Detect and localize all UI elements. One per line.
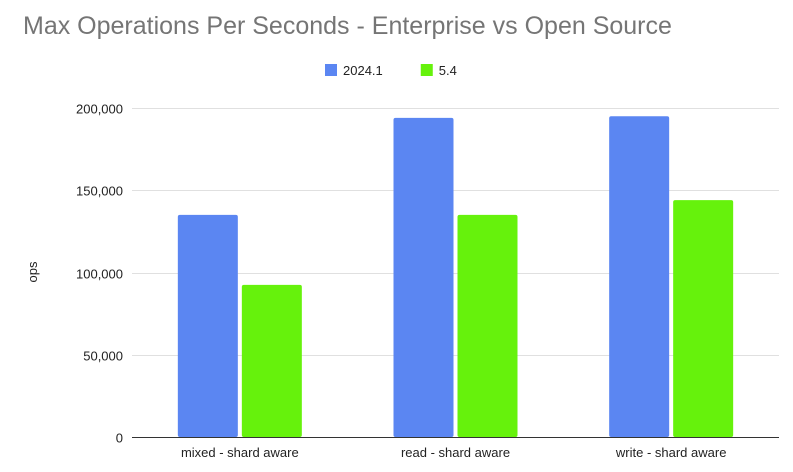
legend: 2024.1 5.4 <box>325 63 457 78</box>
legend-swatch <box>420 64 433 76</box>
x-tick-label: mixed - shard aware <box>181 445 299 460</box>
bars <box>177 116 734 438</box>
y-tick-label: 100,000 <box>76 267 123 282</box>
legend-label: 2024.1 <box>343 63 383 78</box>
bar-2024-1-2 <box>393 117 454 438</box>
axes: 0 50,000 100,000 150,000 200,000 mixed - shar… <box>76 102 779 460</box>
chart-title: Max Operations Per Seconds - Enterprise … <box>23 12 672 40</box>
y-tick-label: 0 <box>116 431 123 446</box>
y-tick-label: 50,000 <box>83 349 123 364</box>
x-tick-label: read - shard aware <box>401 445 510 460</box>
legend-swatch <box>325 64 337 76</box>
y-tick-label: 150,000 <box>76 184 123 199</box>
legend-label: 5.4 <box>439 63 457 78</box>
x-tick-label: write - shard aware <box>615 445 727 460</box>
bar-2024-1-1 <box>177 214 238 437</box>
y-tick-label: 200,000 <box>76 102 123 117</box>
bar-2024-1-3 <box>609 116 670 437</box>
bar-5-4-2 <box>457 214 518 437</box>
y-axis-label: ops <box>25 261 40 282</box>
bar-5-4-1 <box>241 284 302 437</box>
gridlines <box>132 108 779 356</box>
bar-5-4-3 <box>673 200 734 437</box>
